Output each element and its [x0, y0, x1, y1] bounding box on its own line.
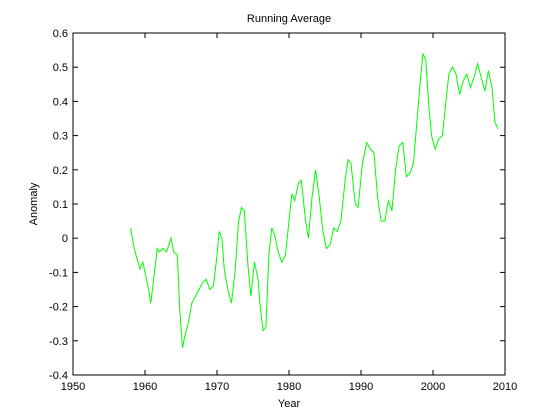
- x-tick-label: 1960: [133, 381, 157, 393]
- y-tick-label: 0: [62, 233, 68, 245]
- x-tick-label: 1990: [349, 381, 373, 393]
- y-tick-label: 0.4: [53, 96, 68, 108]
- y-tick-label: -0.3: [49, 336, 68, 348]
- x-tick-label: 1980: [277, 381, 301, 393]
- y-tick-label: -0.1: [49, 267, 68, 279]
- y-tick-label: 0.2: [53, 165, 68, 177]
- x-tick-label: 1970: [205, 381, 229, 393]
- x-tick-label: 2000: [421, 381, 445, 393]
- data-line: [130, 53, 499, 348]
- x-axis-label: Year: [278, 398, 301, 410]
- chart-title: Running Average: [247, 13, 331, 25]
- y-tick-label: 0.3: [53, 131, 68, 143]
- y-tick-label: -0.2: [49, 302, 68, 314]
- x-tick-label: 1950: [61, 381, 85, 393]
- x-tick-label: 2010: [493, 381, 517, 393]
- y-axis-label: Anomaly: [28, 182, 40, 225]
- y-tick-label: 0.5: [53, 62, 68, 74]
- y-tick-label: 0.6: [53, 28, 68, 40]
- y-tick-label: -0.4: [49, 370, 68, 382]
- y-tick-label: 0.1: [53, 199, 68, 211]
- plot-frame: [72, 32, 506, 376]
